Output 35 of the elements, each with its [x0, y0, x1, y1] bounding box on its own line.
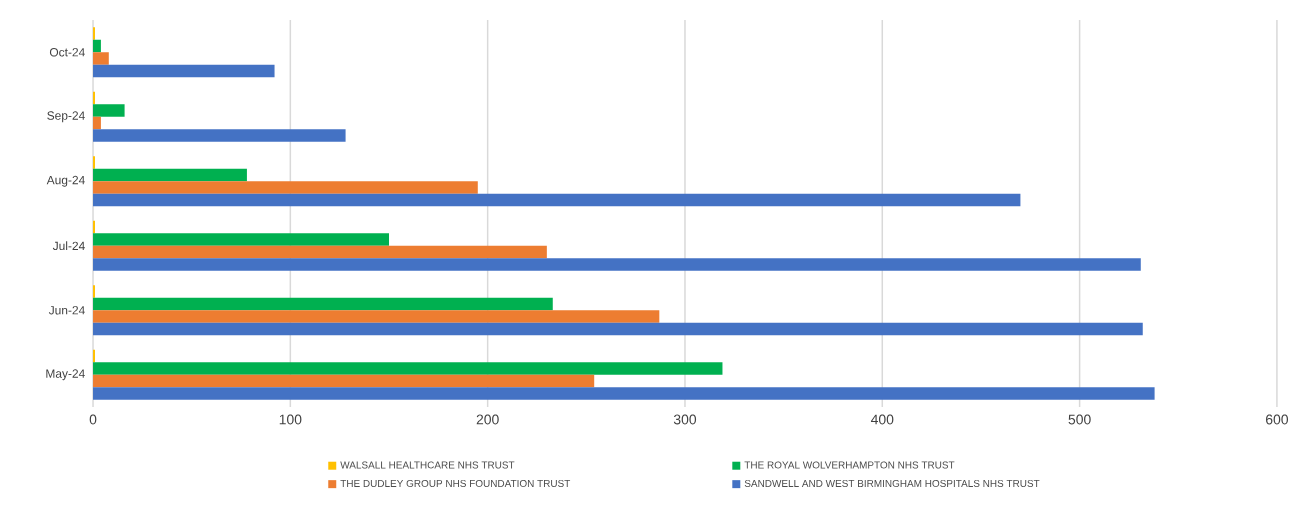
bar: [93, 64, 275, 78]
bar: [93, 168, 247, 182]
bar: [93, 39, 101, 53]
x-tick-label: 0: [89, 414, 97, 425]
legend-label: THE ROYAL WOLVERHAMPTON NHS TRUST: [744, 461, 955, 469]
bar: [93, 297, 553, 311]
x-tick-label: 400: [870, 414, 894, 425]
y-tick-label: Jul-24: [52, 241, 85, 251]
legend-label: SANDWELL AND WEST BIRMINGHAM HOSPITALS NHS TRUST: [744, 479, 1040, 487]
bar: [93, 233, 389, 246]
bar: [93, 245, 547, 259]
bar: [93, 310, 660, 323]
y-tick-label: Sep-24: [47, 111, 85, 123]
bar: [93, 362, 723, 375]
bar: [93, 193, 1021, 207]
bar: [93, 52, 109, 65]
bar: [93, 258, 1141, 271]
bar: [93, 116, 101, 130]
bar: [93, 129, 346, 142]
x-tick-label: 200: [476, 414, 499, 425]
bar: [93, 374, 595, 388]
x-tick-label: 100: [279, 414, 302, 425]
x-tick-label: 600: [1266, 414, 1289, 425]
legend-label: THE DUDLEY GROUP NHS FOUNDATION TRUST: [340, 479, 571, 487]
y-tick-label: May-24: [46, 369, 85, 381]
bar: [93, 104, 125, 117]
y-tick-label: Oct-24: [49, 48, 85, 57]
bar: [93, 322, 1143, 336]
y-tick-label: Jun-24: [48, 306, 85, 315]
bar: [93, 181, 478, 194]
y-tick-label: Aug-24: [46, 175, 85, 187]
x-tick-label: 300: [673, 414, 697, 425]
legend-label: WALSALL HEALTHCARE NHS TRUST: [340, 461, 515, 469]
x-tick-label: 500: [1068, 414, 1091, 425]
bar: [93, 387, 1155, 400]
